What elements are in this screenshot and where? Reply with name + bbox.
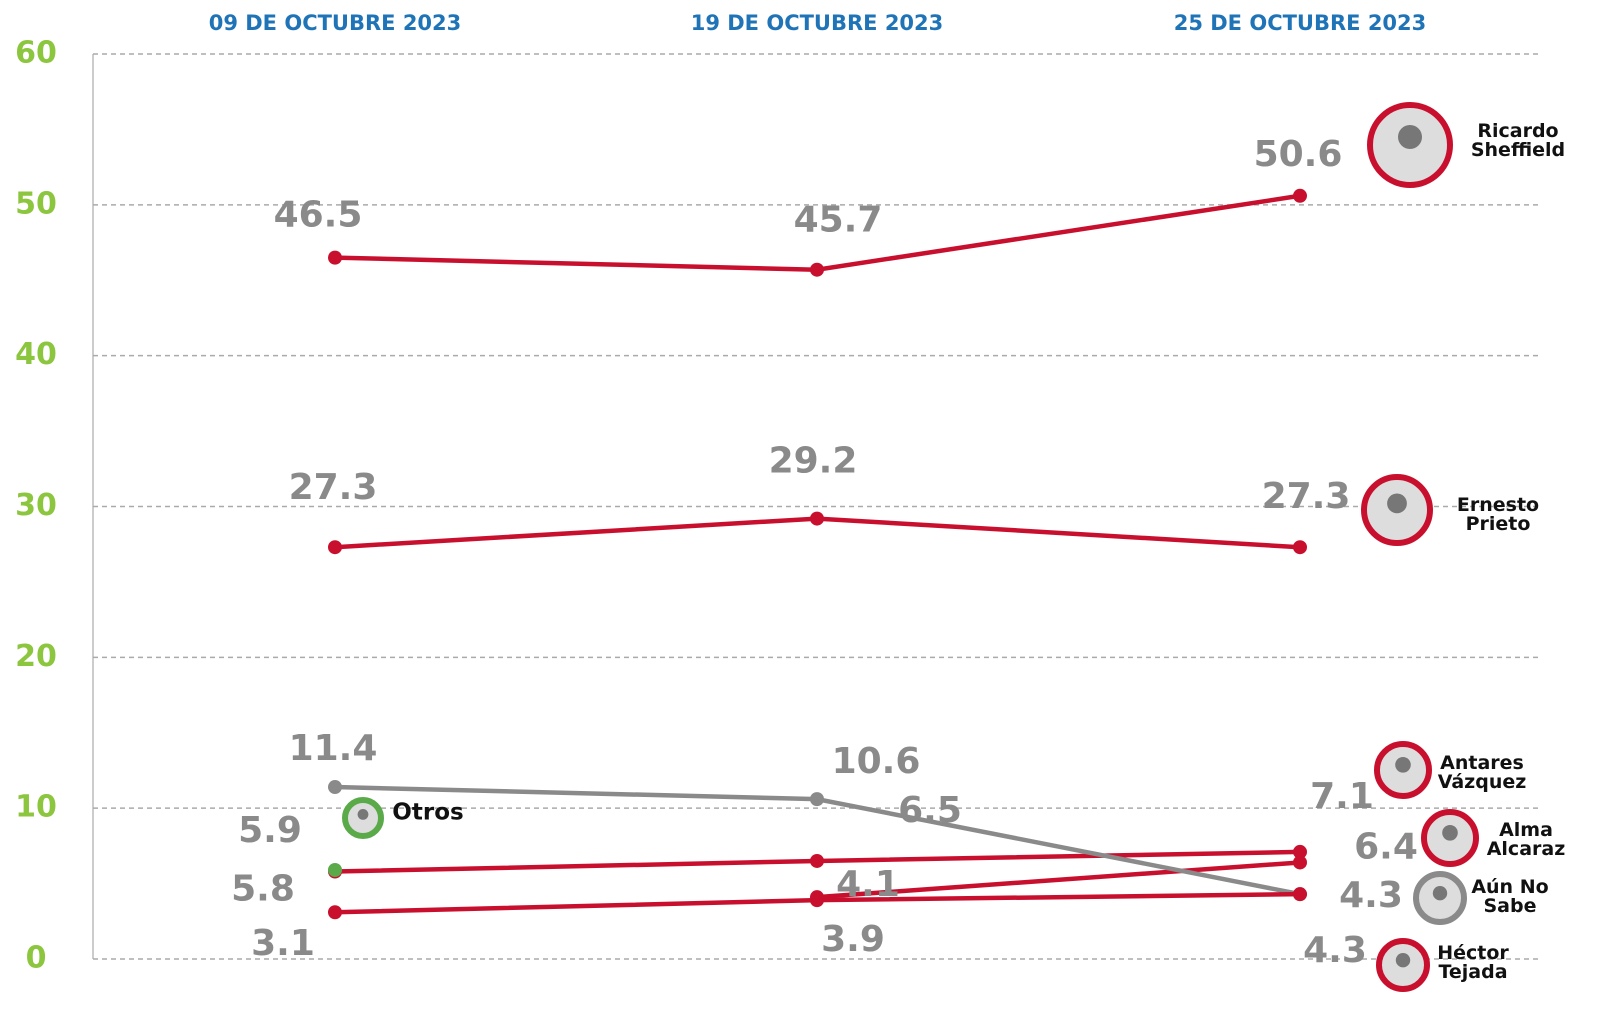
data-label: 50.6 [1254,134,1343,175]
y-tick-label: 10 [15,790,57,825]
data-label: 29.2 [769,441,858,482]
avatar-head [1387,494,1407,514]
series-name: Ernesto Prieto [1448,496,1548,534]
data-point [1293,887,1307,901]
series-name: Héctor Tejada [1423,944,1523,982]
data-label: 3.1 [251,923,315,964]
data-label: 4.3 [1339,875,1403,916]
data-point [328,863,342,877]
x-tick-label: 19 DE OCTUBRE 2023 [691,11,944,35]
y-tick-label: 40 [15,337,57,372]
y-tick-label: 50 [15,186,57,221]
data-point [328,540,342,554]
avatar-head [1396,953,1410,967]
data-point [810,512,824,526]
data-point [1293,189,1307,203]
data-point [810,263,824,277]
data-label: 46.5 [274,195,363,236]
data-point [810,893,824,907]
data-label: 11.4 [289,728,378,769]
y-tick-label: 30 [15,488,57,523]
data-label: 3.9 [821,919,885,960]
data-label: 7.1 [1310,776,1374,817]
data-point [810,792,824,806]
avatar-head [1442,825,1458,841]
avatar-head [1395,757,1411,773]
data-point [810,854,824,868]
data-point [1293,855,1307,869]
data-label: 10.6 [832,741,921,782]
avatar-head [1433,886,1447,900]
data-label: 4.3 [1303,930,1367,971]
data-label: 5.8 [231,869,295,910]
series-name: Ricardo Sheffield [1468,122,1568,160]
page: 0 10 20 30 40 50 60 09 DE OCTUBRE 2023 19 DE OCT… [0,0,1600,1011]
data-label: 6.4 [1354,826,1418,867]
data-label: 27.3 [1262,476,1351,517]
series-name: Otros [392,804,463,823]
y-tick-label: 0 [26,941,47,976]
series-name: Aún No Sabe [1460,878,1560,916]
data-point [328,780,342,794]
chart: 0 10 20 30 40 50 60 09 DE OCTUBRE 2023 19 DE OCT… [0,0,1600,1011]
data-point [1293,540,1307,554]
data-point [328,905,342,919]
data-label: 27.3 [289,467,378,508]
avatar-head [1398,125,1422,149]
x-tick-label: 09 DE OCTUBRE 2023 [209,11,462,35]
x-tick-label: 25 DE OCTUBRE 2023 [1174,11,1427,35]
series-name: Alma Alcaraz [1476,821,1576,859]
y-tick-label: 20 [15,639,57,674]
data-point [328,251,342,265]
series-name: Antares Vázquez [1432,754,1532,792]
data-label: 5.9 [238,810,302,851]
data-label: 45.7 [794,200,883,241]
y-tick-label: 60 [15,36,57,71]
avatar-head [358,809,369,820]
